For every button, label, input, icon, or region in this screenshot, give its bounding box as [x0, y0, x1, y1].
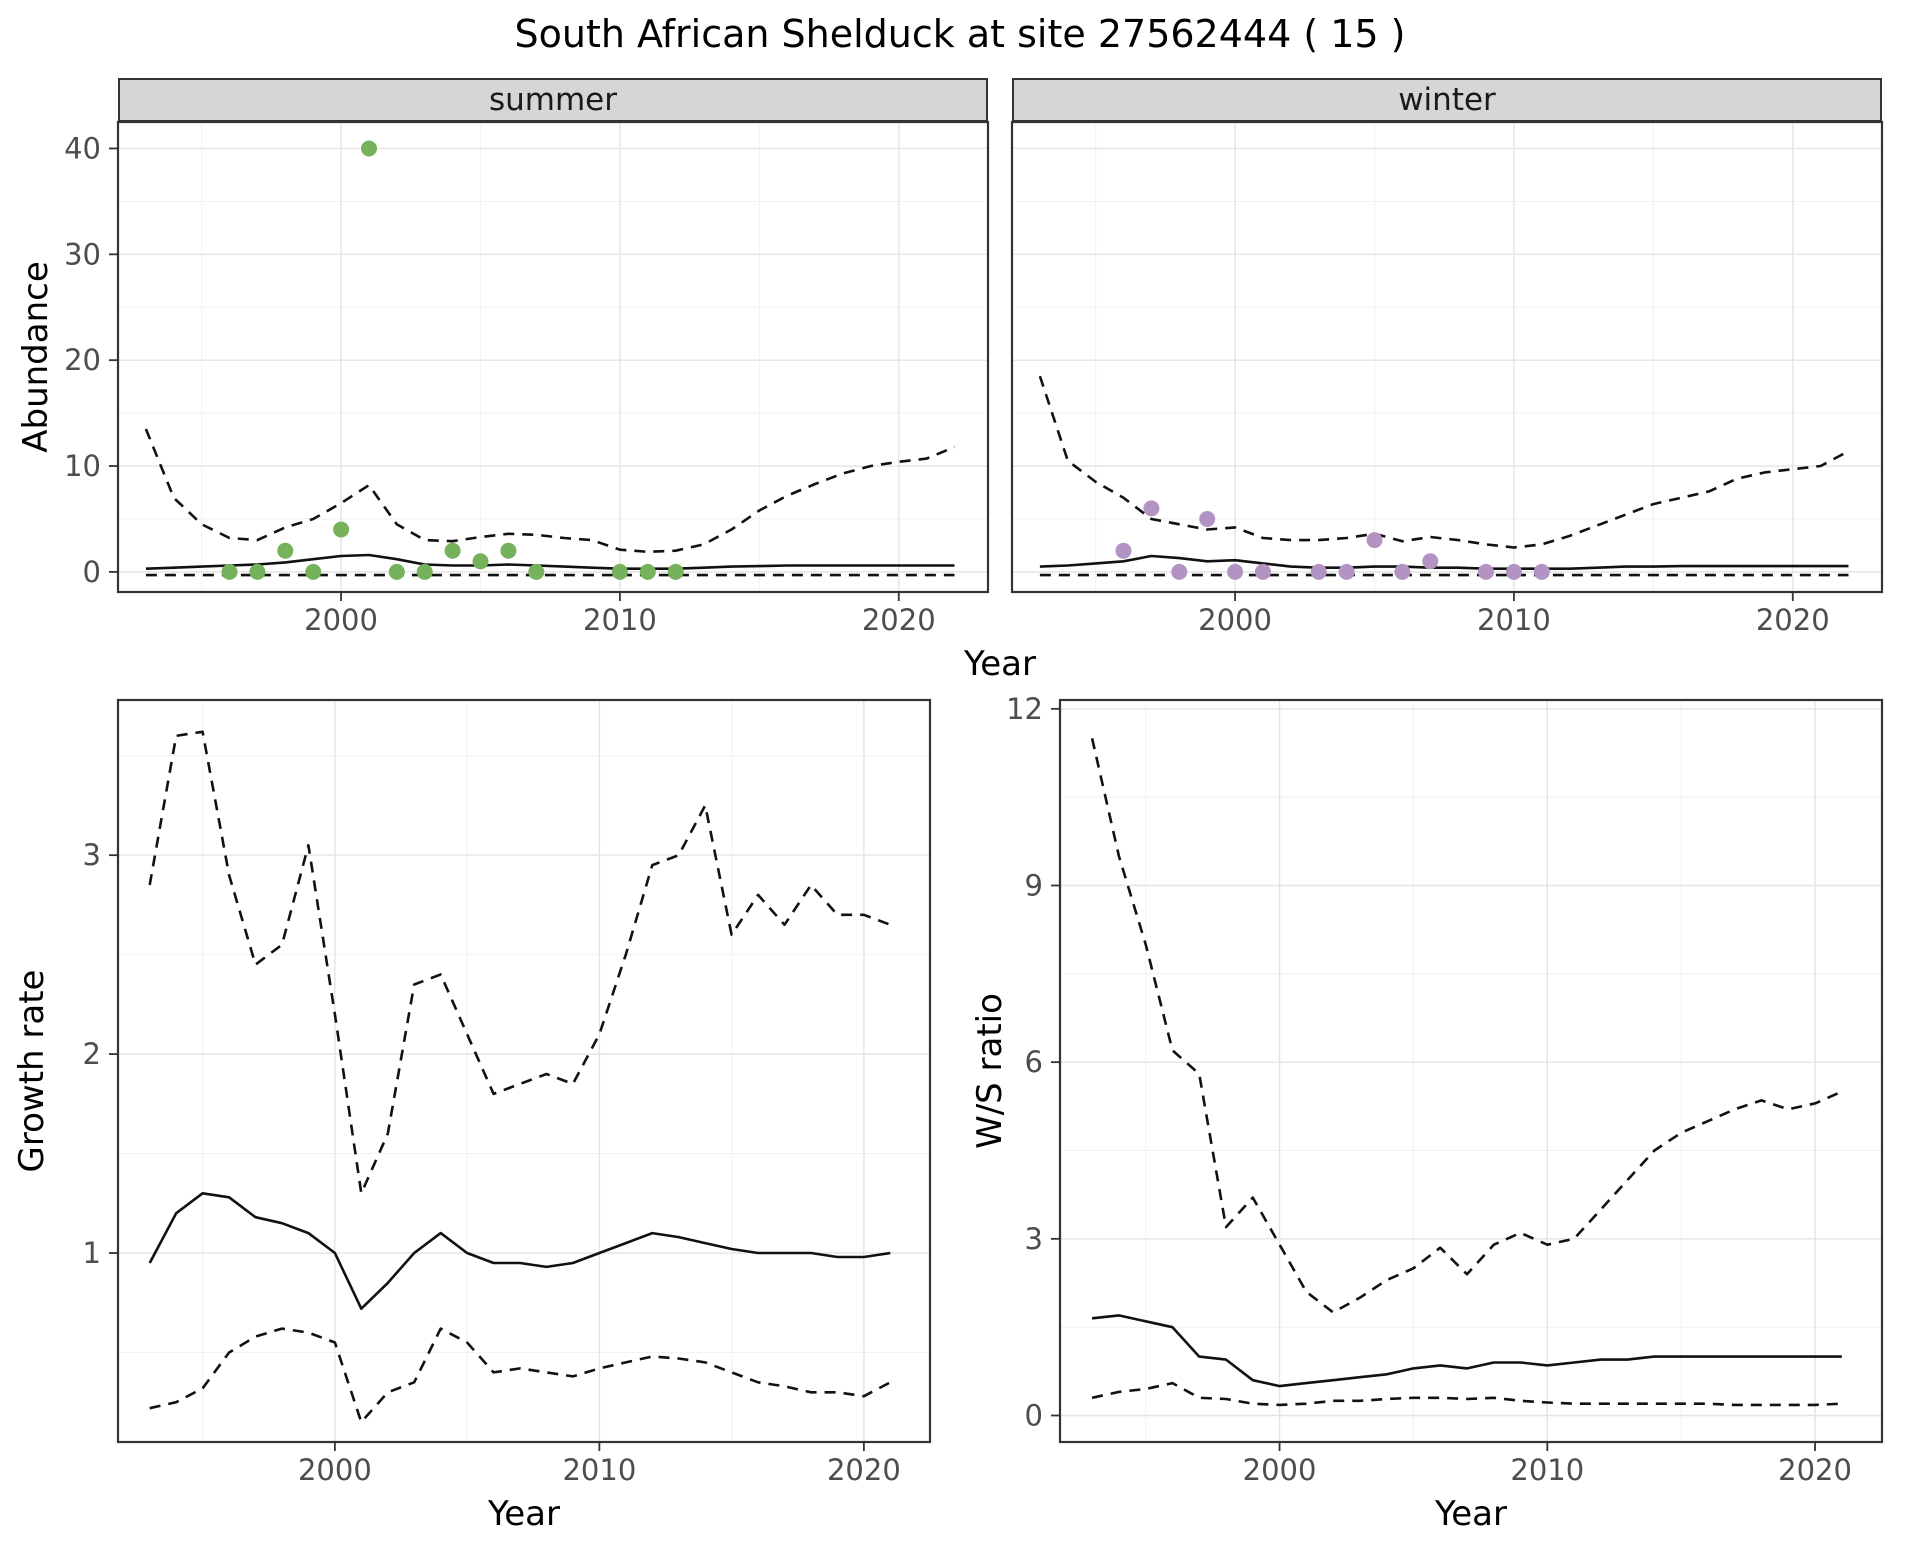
svg-text:2010: 2010 — [1510, 1453, 1584, 1487]
axis-title-year-ws: Year — [1435, 1494, 1507, 1534]
growth-rate-panel: 2000 2010 2020 1 2 3 — [83, 698, 932, 1487]
svg-text:2000: 2000 — [298, 1453, 372, 1487]
svg-text:2000: 2000 — [1198, 603, 1272, 637]
svg-text:2020: 2020 — [827, 1453, 901, 1487]
svg-text:2: 2 — [83, 1037, 101, 1071]
svg-text:2000: 2000 — [304, 603, 378, 637]
figure-title: South African Shelduck at site 27562444 … — [514, 12, 1406, 56]
svg-text:9: 9 — [1025, 869, 1043, 903]
axis-title-abundance: Abundance — [16, 261, 56, 453]
axis-title-ws-ratio: W/S ratio — [970, 993, 1010, 1149]
svg-text:2010: 2010 — [583, 603, 657, 637]
facet-strip-summer: summer — [118, 78, 988, 122]
svg-text:2020: 2020 — [862, 603, 936, 637]
svg-text:10: 10 — [64, 449, 101, 483]
svg-text:0: 0 — [1025, 1399, 1043, 1433]
svg-text:40: 40 — [64, 132, 101, 166]
axis-title-growth-rate: Growth rate — [12, 969, 52, 1173]
svg-text:3: 3 — [1025, 1222, 1043, 1256]
axis-title-year-growth: Year — [488, 1494, 560, 1534]
svg-text:0: 0 — [83, 555, 101, 589]
facet-strip-winter: winter — [1012, 78, 1882, 122]
axis-title-year-top: Year — [964, 644, 1036, 684]
svg-text:1: 1 — [83, 1236, 101, 1270]
svg-text:3: 3 — [83, 838, 101, 872]
facet-strip-summer-label: summer — [488, 82, 617, 118]
svg-text:6: 6 — [1025, 1045, 1043, 1079]
svg-text:2000: 2000 — [1243, 1453, 1317, 1487]
svg-text:20: 20 — [64, 343, 101, 377]
svg-text:30: 30 — [64, 237, 101, 271]
abundance-summer-panel: 2000 2010 2020 0 10 20 30 40 — [64, 120, 990, 637]
svg-text:2010: 2010 — [562, 1453, 636, 1487]
facet-strip-winter-label: winter — [1398, 82, 1496, 118]
svg-text:12: 12 — [1006, 692, 1043, 726]
svg-text:2010: 2010 — [1477, 603, 1551, 637]
ws-ratio-panel: 2000 2010 2020 0 3 6 9 12 — [1006, 692, 1884, 1487]
svg-text:2020: 2020 — [1756, 603, 1830, 637]
svg-text:2020: 2020 — [1778, 1453, 1852, 1487]
abundance-winter-panel: 2000 2010 2020 — [1010, 120, 1884, 637]
